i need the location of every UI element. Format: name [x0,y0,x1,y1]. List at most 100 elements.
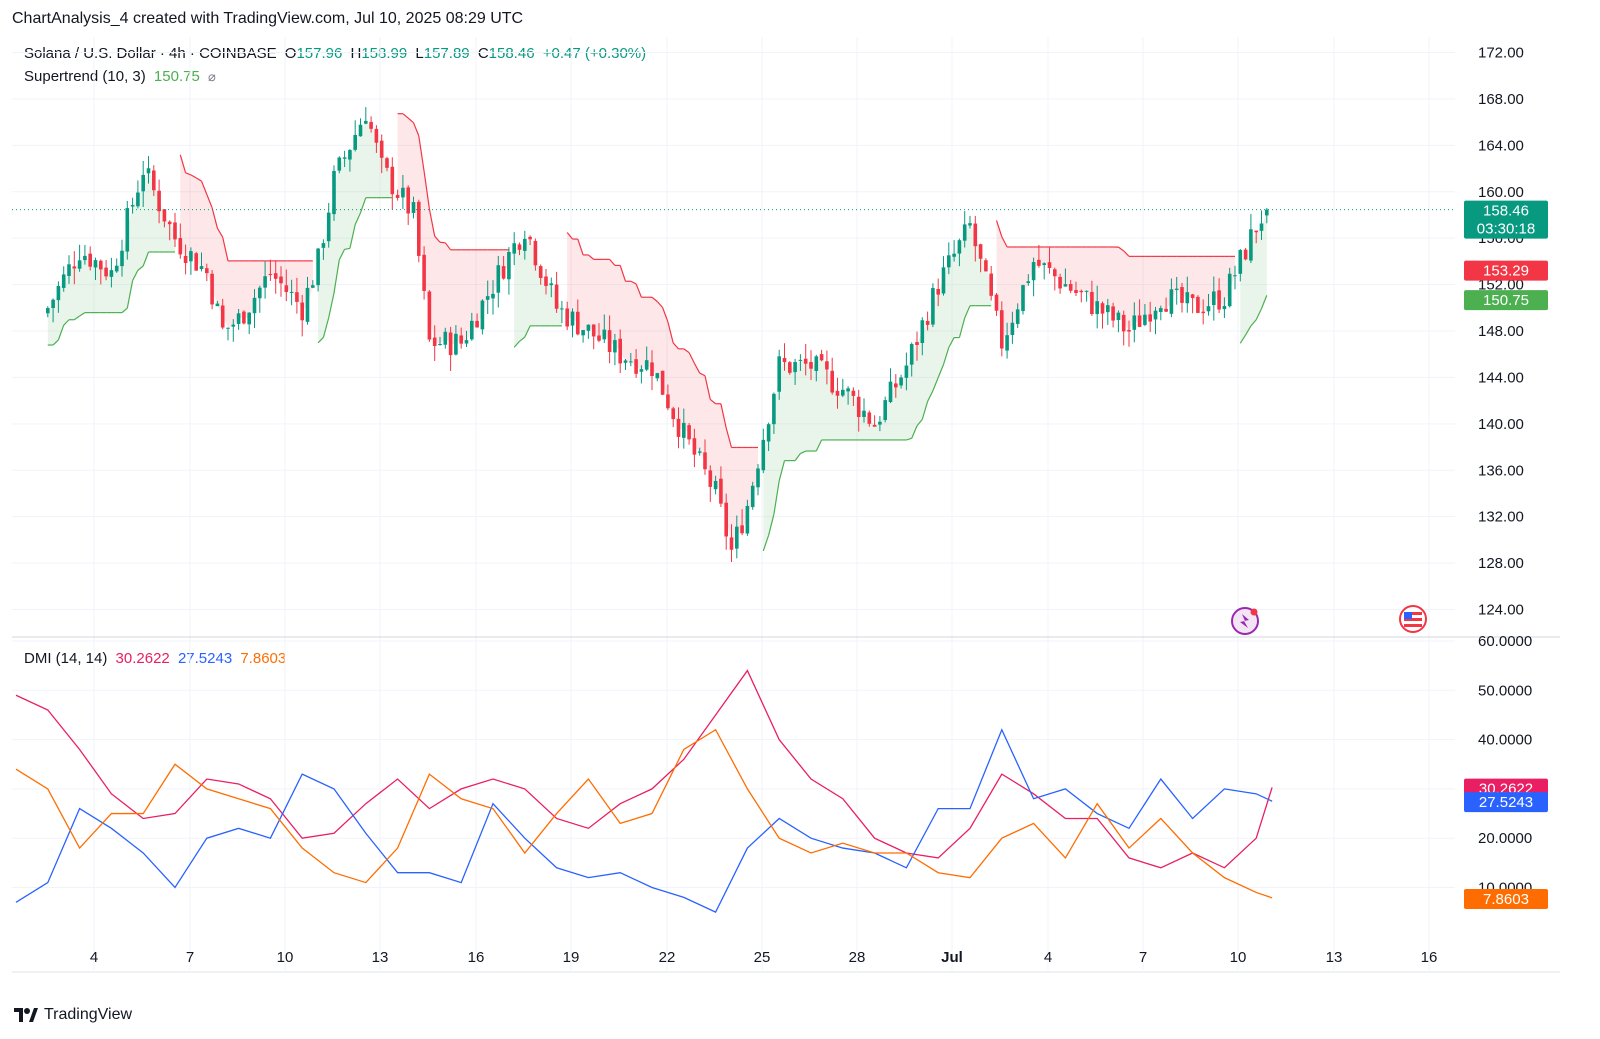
candle-body[interactable] [178,238,183,255]
candle-body[interactable] [883,400,887,421]
candle-body[interactable] [867,412,872,424]
candle-body[interactable] [1259,223,1264,231]
candle-body[interactable] [841,389,845,396]
candle-body[interactable] [878,421,882,425]
candle-body[interactable] [899,377,903,386]
candle-body[interactable] [602,329,607,340]
candle-body[interactable] [109,270,114,277]
candle-body[interactable] [666,394,670,409]
candle-body[interactable] [369,121,373,129]
us-flag-icon[interactable] [1399,605,1427,633]
candle-body[interactable] [915,342,919,345]
candle-body[interactable] [1164,308,1168,312]
candle-body[interactable] [395,194,400,198]
candle-body[interactable] [194,253,198,271]
candle-body[interactable] [1238,250,1243,274]
candle-body[interactable] [1090,291,1094,315]
candle-body[interactable] [724,502,728,537]
candle-body[interactable] [528,236,532,240]
candle-body[interactable] [809,361,813,369]
candle-body[interactable] [464,340,469,344]
candle-body[interactable] [835,390,840,396]
candle-body[interactable] [692,438,697,455]
candle-body[interactable] [157,190,161,212]
candle-body[interactable] [93,260,98,268]
candle-body[interactable] [962,224,967,241]
candle-body[interactable] [1217,290,1221,310]
candle-body[interactable] [1026,281,1031,283]
candle-body[interactable] [613,340,617,353]
candle-body[interactable] [454,333,458,355]
candle-body[interactable] [777,356,781,392]
candle-body[interactable] [337,157,342,171]
time-axis[interactable]: 4 7 10 13 16 19 22 25 28 Jul 4 7 10 13 16 [90,949,1438,966]
candle-body[interactable] [533,240,538,266]
candle-body[interactable] [538,266,543,278]
candle-body[interactable] [438,343,442,345]
dmi-label[interactable]: DMI (14, 14) [24,650,108,667]
candle-body[interactable] [1190,294,1195,299]
candle-body[interactable] [544,276,548,286]
candle-body[interactable] [1196,296,1200,313]
candle-body[interactable] [1084,290,1089,292]
candle-body[interactable] [1031,262,1036,281]
candle-body[interactable] [761,439,766,471]
candle-body[interactable] [814,356,819,371]
candle-body[interactable] [888,381,893,403]
candle-body[interactable] [1254,230,1258,233]
candle-body[interactable] [316,248,320,286]
candle-body[interactable] [1153,310,1158,320]
candle-body[interactable] [623,360,628,363]
candle-body[interactable] [1148,314,1152,322]
candle-body[interactable] [660,370,665,395]
candle-body[interactable] [491,293,495,299]
candle-body[interactable] [1180,287,1184,303]
candle-body[interactable] [766,424,771,442]
candle-body[interactable] [697,451,702,453]
candle-body[interactable] [104,267,108,277]
candle-body[interactable] [1042,263,1046,266]
candle-body[interactable] [480,300,485,330]
candle-body[interactable] [1058,276,1062,289]
candle-body[interactable] [152,170,156,191]
candle-body[interactable] [634,359,638,374]
candle-body[interactable] [289,291,294,293]
candle-body[interactable] [422,254,426,291]
candle-body[interactable] [618,338,622,364]
candle-body[interactable] [788,362,792,373]
candle-body[interactable] [417,201,421,256]
candle-body[interactable] [735,526,739,549]
candle-body[interactable] [268,274,273,276]
candle-body[interactable] [597,335,601,341]
candle-body[interactable] [1222,306,1227,310]
candle-body[interactable] [88,253,92,267]
candle-body[interactable] [862,410,866,417]
candle-body[interactable] [644,360,649,370]
candle-body[interactable] [772,393,776,425]
candle-body[interactable] [332,170,336,215]
candle-body[interactable] [676,418,681,437]
candle-body[interactable] [326,212,331,242]
candle-body[interactable] [273,273,278,279]
candle-body[interactable] [72,266,77,269]
candle-body[interactable] [295,292,299,302]
candle-body[interactable] [1206,306,1211,312]
candle-body[interactable] [729,537,734,550]
candle-body[interactable] [825,361,829,370]
candle-body[interactable] [936,288,940,295]
candle-body[interactable] [708,470,713,487]
candle-body[interactable] [448,332,453,356]
candle-body[interactable] [56,285,61,301]
candle-body[interactable] [485,296,490,300]
candle-body[interactable] [1143,314,1147,325]
candle-body[interactable] [1265,209,1269,216]
candle-body[interactable] [406,187,410,214]
candle-body[interactable] [1174,288,1179,290]
candle-body[interactable] [475,320,479,328]
candle-body[interactable] [358,124,363,137]
candle-body[interactable] [263,276,267,288]
candle-body[interactable] [1111,306,1115,321]
candle-body[interactable] [470,320,474,340]
candle-body[interactable] [931,288,935,325]
candle-body[interactable] [745,505,750,534]
